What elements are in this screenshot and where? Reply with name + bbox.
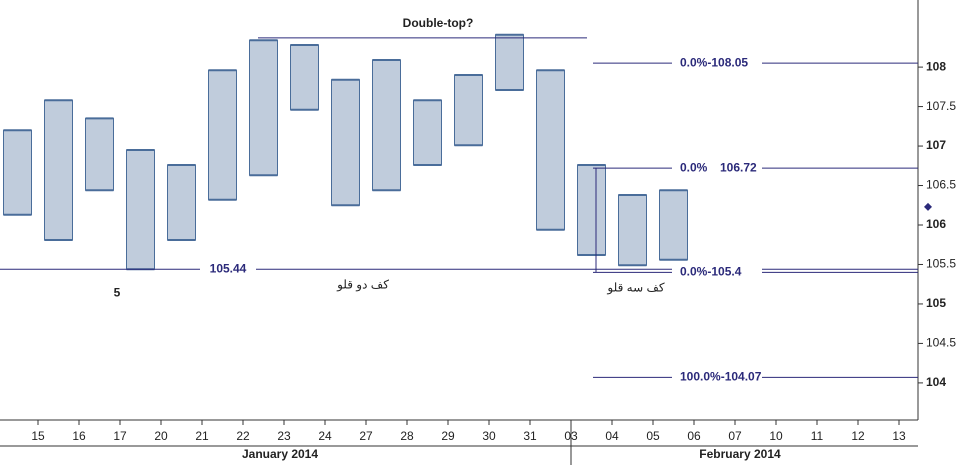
range-bar bbox=[413, 99, 442, 166]
range-bar bbox=[290, 44, 319, 111]
y-tick-label: 106 bbox=[926, 217, 946, 231]
x-tick-label: 11 bbox=[811, 429, 824, 443]
y-tick-label: 105 bbox=[926, 296, 946, 310]
range-bar bbox=[454, 74, 483, 146]
x-tick-label: 31 bbox=[523, 429, 537, 443]
x-tick-label: 15 bbox=[31, 429, 45, 443]
range-bar bbox=[372, 59, 401, 191]
range-bar bbox=[331, 79, 360, 206]
range-bar bbox=[249, 39, 278, 176]
x-tick-label: 16 bbox=[72, 429, 86, 443]
x-tick-label: 30 bbox=[482, 429, 496, 443]
fib-caption: کف سه قلو bbox=[606, 281, 664, 295]
fib-label: 100.0%-104.07 bbox=[680, 370, 762, 384]
x-tick-label: 28 bbox=[400, 429, 414, 443]
x-tick-label: 12 bbox=[851, 429, 865, 443]
range-bar bbox=[536, 69, 565, 231]
range-bar bbox=[659, 189, 688, 261]
x-tick-label: 10 bbox=[769, 429, 783, 443]
x-tick-label: 05 bbox=[646, 429, 660, 443]
fib-price: 106.72 bbox=[720, 160, 757, 174]
support-caption: کف دو قلو bbox=[336, 277, 389, 291]
y-tick-label: 106.5 bbox=[926, 178, 956, 192]
x-tick-label: 20 bbox=[154, 429, 168, 443]
range-bar bbox=[495, 34, 524, 91]
x-tick-label: 24 bbox=[318, 429, 332, 443]
month-label: February 2014 bbox=[699, 447, 781, 461]
y-tick-label: 107.5 bbox=[926, 99, 956, 113]
label-bg bbox=[672, 264, 762, 281]
label-bg bbox=[200, 261, 256, 278]
y-tick-label: 105.5 bbox=[926, 257, 956, 271]
range-bar bbox=[126, 149, 155, 270]
chart-title: Double-top? bbox=[403, 16, 474, 30]
x-tick-label: 13 bbox=[892, 429, 906, 443]
y-tick-label: 104.5 bbox=[926, 336, 956, 350]
y-tick-label: 107 bbox=[926, 138, 946, 152]
y-tick-label: 108 bbox=[926, 59, 946, 73]
x-tick-label: 04 bbox=[605, 429, 619, 443]
x-tick-label: 06 bbox=[687, 429, 701, 443]
x-tick-label: 07 bbox=[728, 429, 742, 443]
label-bg bbox=[672, 55, 762, 72]
last-price-marker bbox=[924, 202, 932, 211]
range-bar bbox=[208, 69, 237, 201]
label-bg bbox=[672, 160, 762, 177]
x-tick-label: 22 bbox=[236, 429, 250, 443]
y-tick-label: 104 bbox=[926, 375, 946, 389]
x-tick-label: 17 bbox=[113, 429, 127, 443]
range-bar bbox=[577, 164, 606, 256]
range-bar bbox=[618, 194, 647, 266]
month-label: January 2014 bbox=[242, 447, 318, 461]
range-bar bbox=[44, 99, 73, 241]
x-tick-label: 23 bbox=[277, 429, 291, 443]
x-tick-label: 27 bbox=[359, 429, 373, 443]
support-note: 5 bbox=[114, 285, 121, 299]
fib-label: 0.0%-108.05 bbox=[680, 55, 748, 69]
x-tick-label: 29 bbox=[441, 429, 455, 443]
fib-label: 0.0% bbox=[680, 160, 708, 174]
range-bar bbox=[3, 129, 32, 216]
range-bar bbox=[85, 117, 114, 191]
x-tick-label: 21 bbox=[195, 429, 209, 443]
fib-label: 0.0%-105.4 bbox=[680, 265, 742, 279]
label-bg bbox=[672, 369, 762, 386]
range-bar bbox=[167, 164, 196, 241]
support-label: 105.44 bbox=[210, 261, 247, 275]
